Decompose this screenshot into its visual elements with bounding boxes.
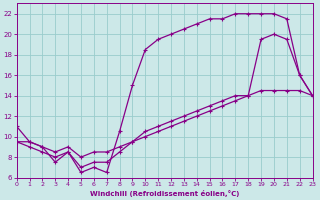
X-axis label: Windchill (Refroidissement éolien,°C): Windchill (Refroidissement éolien,°C): [90, 190, 239, 197]
